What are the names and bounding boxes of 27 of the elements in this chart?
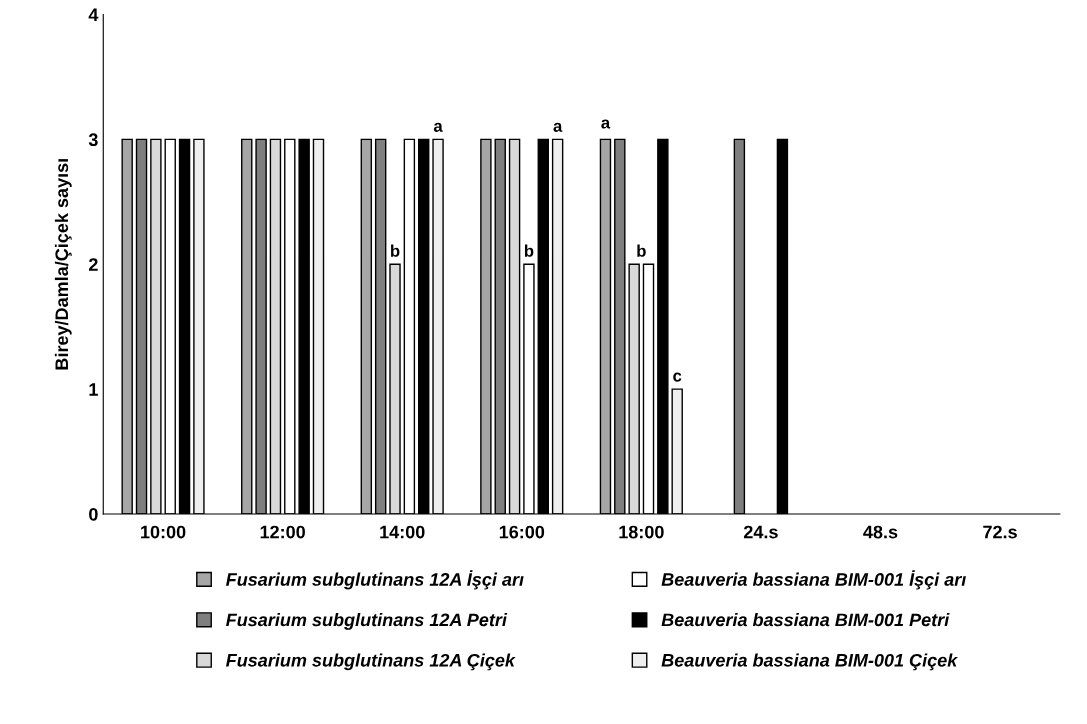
annotation: b — [637, 244, 646, 257]
x-tick-label: 10:00 — [141, 525, 186, 539]
annotation: b — [391, 244, 400, 257]
x-tick-label: 16:00 — [499, 525, 545, 539]
y-tick-label: 2 — [88, 258, 98, 271]
legend-label: Beauveria bassiana BIM-001 Çiçek — [661, 653, 959, 671]
y-tick-label: 1 — [89, 383, 98, 396]
annotation: a — [433, 122, 443, 132]
x-tick-label: 18:00 — [619, 525, 664, 539]
x-tick-label: 48.s — [863, 525, 898, 539]
x-tick-label: 14:00 — [380, 525, 425, 539]
legend-label: Beauveria bassiana BIM-001 Petri — [661, 613, 950, 627]
legend-label: Fusarium subglutinans 12A Çiçek — [226, 653, 516, 671]
annotation: a — [601, 119, 611, 129]
annotation: b — [524, 244, 534, 257]
y-tick-label: 0 — [89, 507, 98, 521]
annotation: c — [673, 372, 682, 382]
y-axis-title: Birey/Damla/Çiçek sayısı — [54, 159, 72, 370]
legend-label: Beauveria bassiana BIM-001 İşçi arı — [661, 570, 966, 590]
legend-label: Fusarium subglutinans 12A Petri — [226, 613, 508, 630]
annotation: a — [553, 122, 563, 132]
y-tick-label: 3 — [88, 133, 98, 147]
x-tick-label: 12:00 — [260, 525, 305, 539]
legend-label: Fusarium subglutinans 12A İşçi arı — [226, 570, 524, 590]
x-tick-label: 24.s — [743, 525, 778, 539]
y-tick-label: 4 — [88, 8, 99, 22]
x-tick-label: 72.s — [983, 525, 1017, 539]
